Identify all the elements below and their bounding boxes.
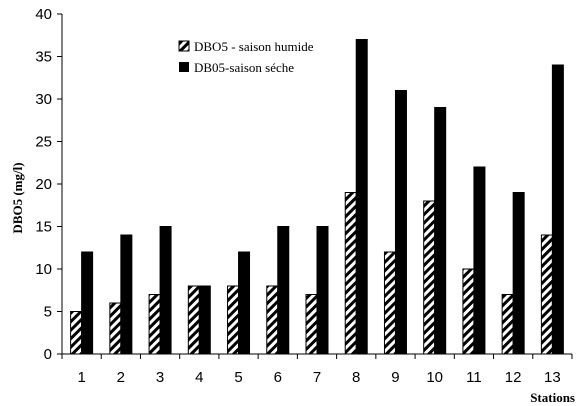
- x-tick-label: 9: [391, 369, 399, 386]
- legend: DBO5 - saison humide DB05-saison séche: [178, 39, 314, 75]
- y-tick-label: 35: [35, 49, 52, 66]
- x-tick-label: 7: [313, 369, 321, 386]
- bar-saison-humide: [187, 285, 200, 355]
- y-tick-label: 0: [44, 346, 52, 363]
- legend-swatch-seche: [179, 62, 189, 72]
- y-tick-label: 40: [35, 6, 52, 23]
- bar-saison-seche: [120, 234, 133, 355]
- x-tick-label: 1: [77, 369, 85, 386]
- x-tick-label: 3: [156, 369, 164, 386]
- bar-saison-humide: [70, 311, 83, 355]
- x-tick-label: 5: [234, 369, 242, 386]
- bar-saison-humide: [148, 294, 161, 355]
- bar-saison-seche: [238, 251, 251, 355]
- y-tick-label: 30: [35, 91, 52, 108]
- bar-saison-humide: [266, 285, 279, 355]
- bar-saison-seche: [316, 226, 329, 355]
- legend-item-humide: DBO5 - saison humide: [178, 39, 314, 54]
- bar-saison-seche: [198, 285, 211, 355]
- x-tick-label: 2: [117, 369, 125, 386]
- bar-saison-seche: [159, 226, 172, 355]
- bar-saison-humide: [383, 251, 396, 355]
- x-tick-label: 11: [466, 369, 482, 386]
- bar-saison-seche: [81, 251, 94, 355]
- bar-saison-seche: [473, 166, 486, 355]
- x-tick-label: 13: [544, 369, 561, 386]
- x-tick-label: 12: [505, 369, 522, 386]
- bar-saison-humide: [462, 268, 475, 355]
- y-tick-label: 5: [44, 304, 52, 321]
- x-tick-label: 8: [352, 369, 360, 386]
- bar-saison-humide: [344, 192, 357, 355]
- bar-saison-humide: [305, 294, 318, 355]
- bar-saison-seche: [355, 39, 368, 355]
- x-tick-label: 10: [426, 369, 443, 386]
- legend-swatch-humide: [178, 40, 190, 52]
- bar-saison-humide: [540, 234, 553, 355]
- x-tick-label: 6: [274, 369, 282, 386]
- bar-saison-humide: [227, 285, 240, 355]
- y-tick-label: 15: [35, 219, 52, 236]
- y-tick-label: 25: [35, 134, 52, 151]
- bar-saison-seche: [277, 226, 290, 355]
- y-tick-label: 10: [35, 261, 52, 278]
- x-axis-title: Stations: [530, 390, 575, 405]
- bar-saison-seche: [434, 107, 447, 355]
- legend-label-humide: DBO5 - saison humide: [194, 39, 314, 54]
- y-axis-title: DBO5 (mg/l): [10, 162, 25, 233]
- y-tick-label: 20: [35, 176, 52, 193]
- bar-saison-seche: [394, 90, 407, 355]
- bar-saison-seche: [512, 192, 525, 355]
- legend-item-seche: DB05-saison séche: [179, 60, 294, 75]
- x-tick-label: 4: [195, 369, 203, 386]
- bar-saison-humide: [423, 200, 436, 355]
- bar-saison-seche: [551, 64, 564, 355]
- bar-saison-humide: [501, 294, 514, 355]
- bar-saison-humide: [109, 302, 122, 355]
- legend-label-seche: DB05-saison séche: [194, 60, 294, 75]
